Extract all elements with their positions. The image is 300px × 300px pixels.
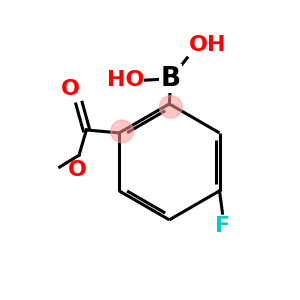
Text: HO: HO (106, 70, 144, 90)
Text: OH: OH (189, 35, 226, 55)
Text: O: O (68, 160, 87, 180)
Circle shape (160, 96, 182, 118)
Text: F: F (215, 216, 230, 236)
Text: O: O (61, 79, 80, 99)
Text: B: B (161, 66, 181, 92)
Circle shape (111, 120, 134, 143)
